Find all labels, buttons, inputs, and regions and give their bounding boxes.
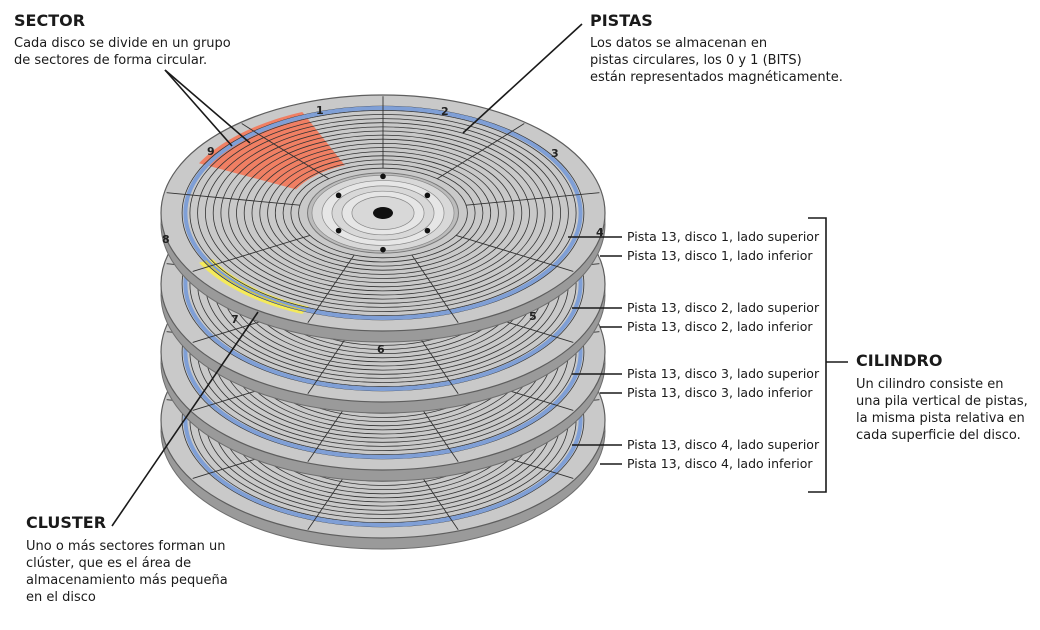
track-label: Pista 13, disco 2, lado inferior: [627, 319, 813, 334]
track-label: Pista 13, disco 1, lado inferior: [627, 248, 813, 263]
sector-divider: [166, 192, 300, 206]
screw-hole: [335, 227, 342, 234]
sector-desc-line-1: Cada disco se divide en un grupo: [14, 36, 231, 51]
sector-number: 4: [596, 226, 604, 239]
sector-divider: [455, 234, 574, 272]
sector-number: 6: [377, 343, 385, 356]
track-label: Pista 13, disco 4, lado superior: [627, 437, 820, 452]
sector-title: SECTOR: [14, 11, 85, 30]
cluster-desc-line-1: Uno o más sectores forman un: [26, 539, 226, 554]
cilindro-desc-line-2: una pila vertical de pistas,: [856, 394, 1028, 409]
sector-leader-1: [164, 69, 233, 147]
sector-number: 9: [207, 145, 215, 158]
sector-number: 1: [316, 104, 324, 117]
sector-number: 7: [231, 313, 239, 326]
cilindro-bracket: [808, 217, 827, 493]
sector-annotation: SECTOR Cada disco se divide en un grupo …: [14, 11, 231, 68]
sector-divider: [411, 254, 459, 324]
cluster-leader: [111, 311, 259, 527]
screw-hole: [380, 173, 386, 180]
cluster-desc-line-3: almacenamiento más pequeña: [26, 573, 228, 588]
sector-numbers: 1 2 3 4 5 6 7 8 9: [162, 104, 604, 356]
cilindro-title: CILINDRO: [856, 351, 942, 370]
track-label: Pista 13, disco 2, lado superior: [627, 300, 820, 315]
leader-lines: [111, 23, 848, 527]
sector-number: 3: [551, 147, 559, 160]
sector-number: 8: [162, 233, 170, 246]
cilindro-desc-line-4: cada superficie del disco.: [856, 428, 1021, 443]
cluster-outline: [205, 260, 306, 311]
pistas-leader: [462, 23, 583, 134]
sector-number: 2: [441, 105, 449, 118]
track-label: Pista 13, disco 1, lado superior: [627, 229, 820, 244]
pistas-desc-line-3: están representados magnéticamente.: [590, 70, 843, 85]
screw-hole: [424, 227, 431, 234]
cluster-desc-line-4: en el disco: [26, 590, 96, 605]
sector-divider: [436, 123, 525, 180]
spindle-hole: [373, 207, 393, 219]
pistas-title: PISTAS: [590, 11, 653, 30]
sector-number: 5: [529, 310, 537, 323]
cluster-annotation: CLUSTER Uno o más sectores forman un clú…: [26, 513, 228, 605]
pistas-annotation: PISTAS Los datos se almacenan en pistas …: [590, 11, 843, 85]
screw-hole: [424, 192, 431, 199]
sector-desc-line-2: de sectores de forma circular.: [14, 53, 207, 68]
cilindro-annotation: CILINDRO Un cilindro consiste en una pil…: [856, 351, 1028, 443]
cilindro-desc-line-3: la misma pista relativa en: [856, 411, 1025, 426]
pistas-desc-line-2: pistas circulares, los 0 y 1 (BITS): [590, 53, 802, 68]
track-label: Pista 13, disco 3, lado superior: [627, 366, 820, 381]
track-label: Pista 13, disco 4, lado inferior: [627, 456, 813, 471]
screw-hole: [380, 246, 386, 253]
sector-divider: [466, 192, 600, 206]
track-labels: Pista 13, disco 1, lado superior Pista 1…: [627, 229, 820, 471]
track-label: Pista 13, disco 3, lado inferior: [627, 385, 813, 400]
cluster-desc-line-2: clúster, que es el área de: [26, 556, 191, 571]
sector-divider: [307, 254, 355, 324]
pistas-desc-line-1: Los datos se almacenan en: [590, 36, 767, 51]
platter-stack: [160, 94, 606, 550]
sector-divider: [241, 123, 330, 180]
sector-divider: [192, 234, 311, 272]
track-leaders: [568, 236, 622, 465]
sector-leader-2: [164, 69, 251, 144]
screw-hole: [335, 192, 342, 199]
cluster-title: CLUSTER: [26, 513, 106, 532]
cilindro-desc-line-1: Un cilindro consiste en: [856, 377, 1003, 392]
